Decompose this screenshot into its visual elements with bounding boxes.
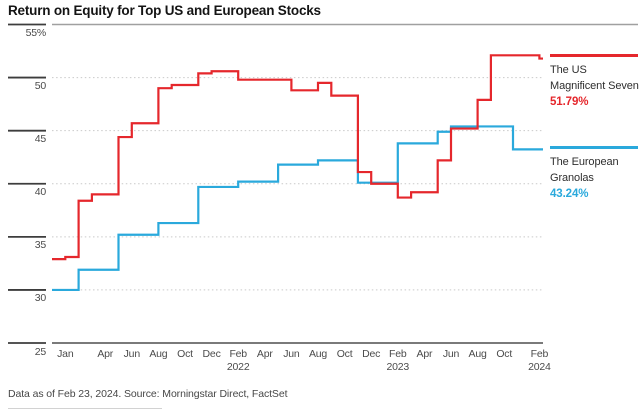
y-tick-label: 35 xyxy=(34,239,46,252)
legend-granolas: The European Granolas 43.24% xyxy=(550,146,639,200)
x-tick-label: Jun xyxy=(123,348,141,360)
x-year-label: 2022 xyxy=(226,361,250,373)
x-tick-label: Jan xyxy=(57,348,74,360)
x-tick-label: Apr xyxy=(416,348,433,360)
x-tick-label: Feb xyxy=(530,348,549,360)
x-year-label: 2024 xyxy=(528,361,551,373)
x-tick-label: Dec xyxy=(362,348,381,360)
footer-divider xyxy=(8,408,162,409)
y-tick-label: 55% xyxy=(25,27,47,39)
legend-us: The US Magnificent Seven 51.79% xyxy=(550,54,639,108)
x-tick-label: Aug xyxy=(468,348,487,360)
x-tick-label: Jun xyxy=(442,348,460,360)
series-line-granolas xyxy=(52,125,543,292)
legend-granolas-value: 43.24% xyxy=(550,188,589,200)
x-tick-label: Feb xyxy=(389,348,407,360)
x-tick-label: Apr xyxy=(97,348,114,360)
legend-granolas-label: The European Granolas xyxy=(550,156,619,184)
legend-us-rule xyxy=(550,54,638,57)
x-tick-label: Oct xyxy=(177,348,193,360)
x-tick-label: Oct xyxy=(496,348,513,360)
y-tick-label: 50 xyxy=(34,80,46,93)
footer-note: Data as of Feb 23, 2024. Source: Morning… xyxy=(8,388,288,400)
x-tick-label: Jun xyxy=(283,348,300,360)
x-year-label: 2023 xyxy=(386,361,410,373)
y-tick-label: 45 xyxy=(34,133,46,146)
y-tick-label: 40 xyxy=(34,186,46,199)
y-tick-label: 30 xyxy=(34,292,46,305)
x-tick-label: Feb xyxy=(229,348,247,360)
legend-granolas-rule xyxy=(550,146,638,149)
series-line-magnificent-seven xyxy=(52,54,543,261)
legend-us-label: The US Magnificent Seven xyxy=(550,64,639,92)
x-tick-label: Aug xyxy=(149,348,168,360)
x-tick-label: Dec xyxy=(202,348,221,360)
x-tick-label: Oct xyxy=(336,348,353,360)
chart-title: Return on Equity for Top US and European… xyxy=(8,3,321,18)
y-tick-label: 25 xyxy=(34,345,46,358)
legend-us-value: 51.79% xyxy=(550,96,589,108)
x-tick-label: Apr xyxy=(256,348,273,360)
x-tick-label: Aug xyxy=(308,348,328,360)
